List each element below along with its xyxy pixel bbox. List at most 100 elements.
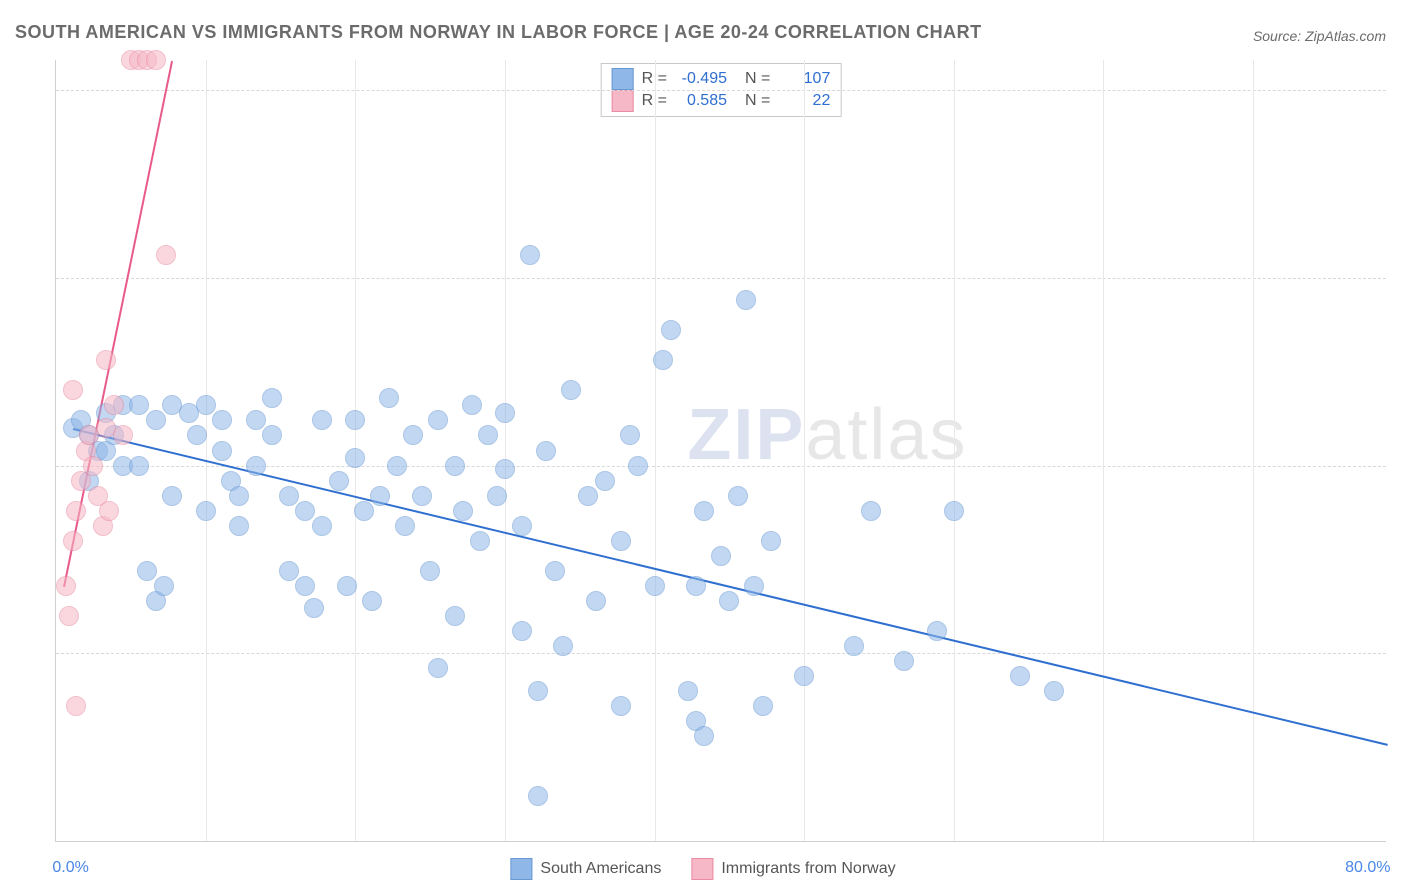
data-point — [146, 410, 166, 430]
data-point — [212, 441, 232, 461]
data-point — [412, 486, 432, 506]
data-point — [678, 681, 698, 701]
data-point — [63, 380, 83, 400]
data-point — [83, 456, 103, 476]
data-point — [645, 576, 665, 596]
series-swatch — [612, 68, 634, 90]
data-point — [711, 546, 731, 566]
data-point — [246, 410, 266, 430]
data-point — [387, 456, 407, 476]
data-point — [196, 501, 216, 521]
data-point — [354, 501, 374, 521]
data-point — [312, 516, 332, 536]
data-point — [279, 486, 299, 506]
data-point — [736, 290, 756, 310]
data-point — [137, 561, 157, 581]
legend-label: Immigrants from Norway — [721, 860, 895, 878]
data-point — [545, 561, 565, 581]
data-point — [453, 501, 473, 521]
data-point — [611, 531, 631, 551]
plot-area: ZIPatlas R =-0.495N =107R =0.585N =22 62… — [55, 60, 1386, 842]
y-tick-label: 75.0% — [1396, 457, 1406, 475]
data-point — [295, 576, 315, 596]
data-point — [129, 395, 149, 415]
data-point — [595, 471, 615, 491]
watermark-zip: ZIP — [687, 395, 805, 475]
data-point — [337, 576, 357, 596]
data-point — [445, 606, 465, 626]
chart-title: SOUTH AMERICAN VS IMMIGRANTS FROM NORWAY… — [15, 22, 982, 43]
gridline-v — [505, 60, 506, 841]
data-point — [403, 425, 423, 445]
data-point — [686, 576, 706, 596]
gridline-h — [56, 90, 1386, 91]
data-point — [512, 621, 532, 641]
chart-container: SOUTH AMERICAN VS IMMIGRANTS FROM NORWAY… — [0, 0, 1406, 892]
gridline-v — [804, 60, 805, 841]
data-point — [495, 403, 515, 423]
data-point — [487, 486, 507, 506]
stat-r-value: 0.585 — [675, 92, 727, 110]
data-point — [661, 320, 681, 340]
data-point — [761, 531, 781, 551]
data-point — [694, 726, 714, 746]
data-point — [428, 410, 448, 430]
gridline-h — [56, 653, 1386, 654]
data-point — [329, 471, 349, 491]
trendline — [72, 428, 1387, 746]
legend-label: South Americans — [540, 860, 661, 878]
data-point — [462, 395, 482, 415]
stat-r-value: -0.495 — [675, 70, 727, 88]
stat-n-label: N = — [745, 92, 770, 110]
series-swatch — [612, 90, 634, 112]
data-point — [59, 606, 79, 626]
data-point — [379, 388, 399, 408]
gridline-h — [56, 278, 1386, 279]
data-point — [395, 516, 415, 536]
data-point — [279, 561, 299, 581]
y-tick-label: 87.5% — [1396, 269, 1406, 287]
x-tick-label: 0.0% — [52, 859, 88, 877]
data-point — [1010, 666, 1030, 686]
data-point — [478, 425, 498, 445]
data-point — [129, 456, 149, 476]
data-point — [229, 486, 249, 506]
data-point — [96, 350, 116, 370]
legend-item: South Americans — [510, 858, 661, 880]
gridline-v — [954, 60, 955, 841]
data-point — [187, 425, 207, 445]
data-point — [428, 658, 448, 678]
gridline-v — [206, 60, 207, 841]
data-point — [304, 598, 324, 618]
data-point — [113, 425, 133, 445]
stats-row: R =0.585N =22 — [612, 90, 831, 112]
data-point — [512, 516, 532, 536]
data-point — [104, 395, 124, 415]
data-point — [295, 501, 315, 521]
data-point — [553, 636, 573, 656]
data-point — [66, 501, 86, 521]
data-point — [66, 696, 86, 716]
data-point — [262, 425, 282, 445]
data-point — [262, 388, 282, 408]
data-point — [495, 459, 515, 479]
gridline-v — [1253, 60, 1254, 841]
data-point — [445, 456, 465, 476]
stat-n-label: N = — [745, 70, 770, 88]
gridline-v — [655, 60, 656, 841]
data-point — [628, 456, 648, 476]
data-point — [370, 486, 390, 506]
legend-swatch — [691, 858, 713, 880]
data-point — [1044, 681, 1064, 701]
data-point — [586, 591, 606, 611]
data-point — [63, 531, 83, 551]
data-point — [345, 448, 365, 468]
data-point — [894, 651, 914, 671]
data-point — [528, 681, 548, 701]
data-point — [470, 531, 490, 551]
data-point — [156, 245, 176, 265]
data-point — [146, 50, 166, 70]
data-point — [528, 786, 548, 806]
data-point — [620, 425, 640, 445]
data-point — [611, 696, 631, 716]
